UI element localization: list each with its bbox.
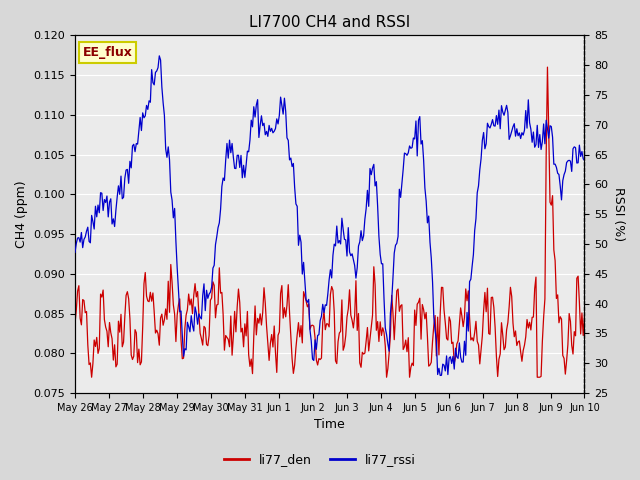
Legend: li77_den, li77_rssi: li77_den, li77_rssi bbox=[219, 448, 421, 471]
Text: EE_flux: EE_flux bbox=[83, 46, 132, 59]
Y-axis label: RSSI (%): RSSI (%) bbox=[612, 187, 625, 241]
X-axis label: Time: Time bbox=[314, 419, 345, 432]
Title: LI7700 CH4 and RSSI: LI7700 CH4 and RSSI bbox=[249, 15, 410, 30]
Y-axis label: CH4 (ppm): CH4 (ppm) bbox=[15, 180, 28, 248]
